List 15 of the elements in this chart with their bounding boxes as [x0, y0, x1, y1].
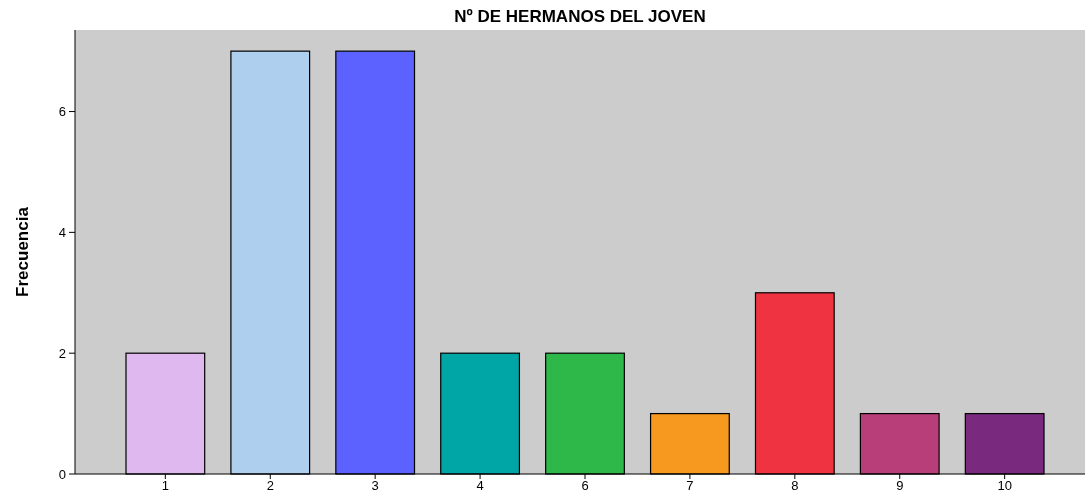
x-tick-label: 7 — [686, 478, 694, 493]
x-tick-label: 9 — [896, 478, 904, 493]
y-axis-title: Frecuencia — [13, 206, 32, 297]
chart-title: Nº DE HERMANOS DEL JOVEN — [454, 7, 706, 26]
x-tick-label: 3 — [371, 478, 379, 493]
x-tick-label: 10 — [997, 478, 1012, 493]
x-tick-label: 6 — [581, 478, 589, 493]
x-tick-label: 4 — [476, 478, 484, 493]
y-tick-label: 0 — [58, 466, 66, 482]
x-tick-label: 8 — [791, 478, 799, 493]
y-tick-label: 6 — [58, 104, 66, 120]
y-tick-label: 4 — [58, 224, 66, 240]
x-tick-label: 1 — [161, 478, 169, 493]
x-tick-label: 2 — [266, 478, 274, 493]
y-tick-label: 2 — [58, 345, 66, 361]
